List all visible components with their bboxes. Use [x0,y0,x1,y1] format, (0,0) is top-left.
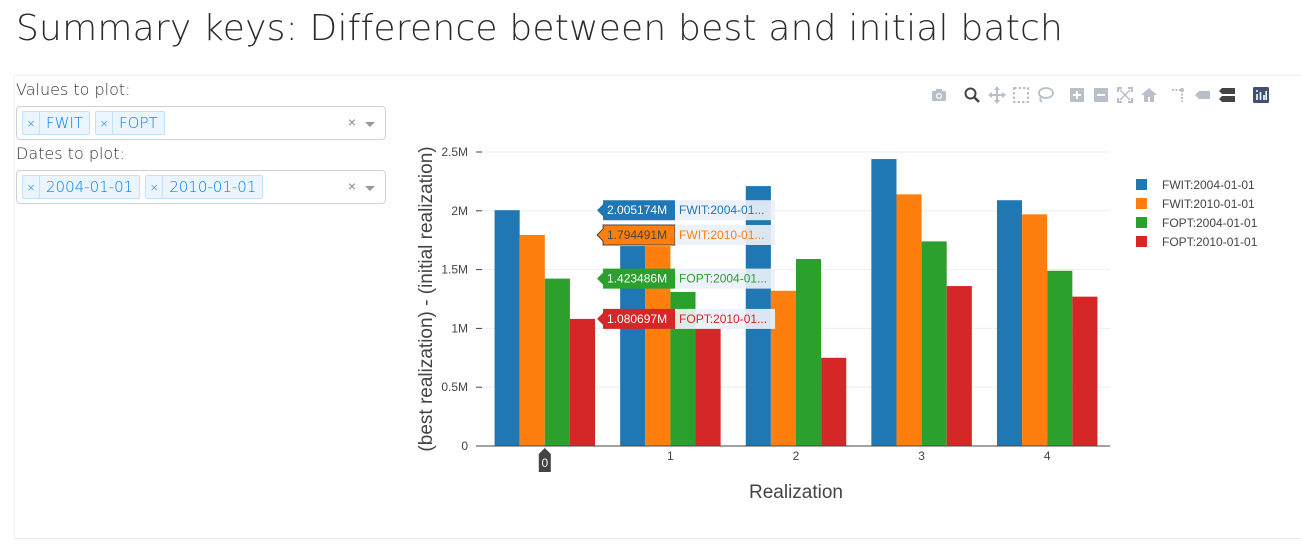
bar-3-0[interactable] [569,318,596,446]
hover-value-label: 1.080697M [607,312,667,326]
legend-label-2[interactable]: FOPT:2004-01-01 [1162,216,1258,230]
bar-3-2[interactable] [821,357,847,446]
bar-2-4[interactable] [1047,270,1073,446]
tag-date-1: × 2010-01-01 [145,175,264,199]
hover-series-label: FOPT:2010-01... [679,312,767,326]
hover-value-box [596,224,676,246]
autoscale-icon[interactable] [1116,86,1134,104]
bar-1-2[interactable] [770,290,796,446]
content-panel [14,75,1301,539]
hover-name-box [675,224,776,245]
hover-series-label: FOPT:2004-01... [679,272,767,286]
bar-2-0[interactable] [544,278,570,446]
remove-tag-button[interactable]: × [23,176,40,198]
bar-1-3[interactable] [896,194,922,446]
y-tick-label: 1.5M [441,263,468,277]
dates-label: Dates to plot: [16,144,125,163]
legend-label-0[interactable]: FWIT:2004-01-01 [1162,178,1255,192]
clear-dates-button[interactable]: × [347,178,356,194]
legend-label-3[interactable]: FOPT:2010-01-01 [1162,235,1258,249]
spike-lines-icon[interactable] [1170,86,1188,104]
bar-0-3[interactable] [871,159,897,446]
box-select-icon[interactable] [1012,86,1030,104]
lasso-select-icon[interactable] [1036,86,1054,104]
hover-closest-icon[interactable] [1194,86,1212,104]
remove-tag-button[interactable]: × [146,176,164,198]
values-label: Values to plot: [16,80,131,99]
hover-value-box [597,200,676,221]
zoom-in-icon[interactable] [1068,86,1086,104]
x-tick-label: 4 [1044,449,1051,463]
bar-3-4[interactable] [1072,296,1098,446]
y-tick-label: 1M [451,321,468,335]
page-title: Summary keys: Difference between best an… [16,8,1064,49]
hover-compare-icon[interactable] [1218,86,1236,104]
tag-label: 2004-01-01 [46,178,134,196]
hover-series-label: FWIT:2010-01... [679,228,764,242]
x-tick-label: 2 [793,449,800,463]
bar-2-2[interactable] [796,259,822,446]
y-tick-label: 2.5M [441,145,468,159]
hover-value-label: 2.005174M [607,203,667,217]
bar-3-3[interactable] [946,286,972,446]
bar-2-3[interactable] [921,241,947,446]
bar-1-0[interactable] [519,234,545,446]
clear-values-button[interactable]: × [347,114,356,130]
y-axis-title: (best realization) - (initial realizatio… [416,146,437,451]
bar-chart: 0 0.5M 1M 1.5M 2M 2.5M 1 2 3 4 Realization (best re… [416,145,1258,503]
dates-select[interactable]: × 2004-01-01 × 2010-01-01 × [16,170,386,204]
y-tick-label: 2M [451,204,468,218]
pan-icon[interactable] [988,86,1006,104]
chevron-down-icon[interactable] [365,186,375,191]
tag-value-0: × FWIT [22,111,91,135]
x-tick-label: 1 [667,449,674,463]
reset-axes-icon[interactable] [1140,86,1158,104]
bar-0-4[interactable] [996,200,1023,446]
tag-label: FWIT [46,114,84,132]
x-hover-badge [538,448,551,472]
legend-label-1[interactable]: FWIT:2010-01-01 [1162,197,1255,211]
remove-tag-button[interactable]: × [96,112,114,134]
camera-icon[interactable] [930,86,948,104]
remove-tag-button[interactable]: × [23,112,40,134]
legend-swatch-0[interactable] [1136,179,1147,190]
hover-value-label: 1.423486M [607,272,667,286]
hover-name-box [675,268,776,289]
y-tick-label: 0.5M [441,380,468,394]
tag-label: 2010-01-01 [169,178,257,196]
values-select[interactable]: × FWIT × FOPT × [16,106,386,140]
x-tick-label: 3 [918,449,925,463]
bar-3-1[interactable] [695,328,721,446]
chevron-down-icon[interactable] [365,122,375,127]
legend-swatch-3[interactable] [1136,236,1147,247]
x-axis-title: Realization [749,482,843,503]
hover-name-box [675,308,776,329]
hover-name-box [675,200,776,221]
legend-swatch-2[interactable] [1136,217,1147,228]
plotly-logo-icon[interactable] [1252,86,1270,104]
zoom-out-icon[interactable] [1092,86,1110,104]
legend-swatch-1[interactable] [1136,198,1147,209]
hover-series-label: FWIT:2004-01... [679,203,764,217]
tag-value-1: × FOPT [95,111,165,135]
y-tick-label: 0 [461,439,468,453]
hover-value-box [597,308,676,329]
tag-date-0: × 2004-01-01 [22,175,141,199]
x-hover-label: 0 [541,456,548,470]
tag-label: FOPT [119,114,158,132]
zoom-icon[interactable] [963,86,981,104]
bar-0-0[interactable] [494,210,520,446]
hover-value-label: 1.794491M [607,228,667,242]
bar-1-4[interactable] [1022,214,1048,446]
hover-value-box [597,268,676,289]
